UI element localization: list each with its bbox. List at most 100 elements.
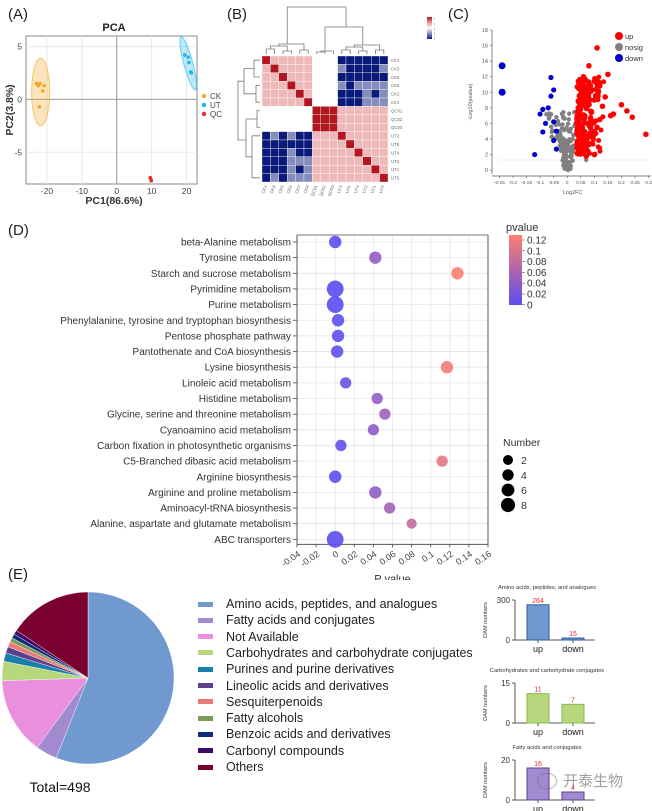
pca-plot-area xyxy=(25,35,198,185)
heatmap-cell xyxy=(354,97,363,107)
heatmap-cell xyxy=(320,139,330,149)
heatmap-cell xyxy=(354,156,363,166)
volcano-legend-marker xyxy=(615,32,623,40)
number-legend-marker xyxy=(501,483,515,497)
pie-legend-item: Not Available xyxy=(198,630,299,644)
bar-category-label: up xyxy=(533,727,543,737)
heatmap-cell xyxy=(379,123,389,132)
heatmap-cell xyxy=(312,148,321,157)
dendrogram-branch xyxy=(320,50,334,54)
pvalue-colorbar-label: 0.1 xyxy=(527,246,541,257)
volcano-xtick-label: -0.1 xyxy=(536,180,545,186)
heatmap-cell xyxy=(312,106,321,115)
heatmap-cell xyxy=(270,165,279,174)
heatmap-cell xyxy=(371,89,380,99)
heatmap-cell xyxy=(337,156,347,166)
volcano-point-up xyxy=(586,63,592,69)
heatmap-cell xyxy=(362,81,372,90)
heatmap-cell xyxy=(362,165,372,174)
kegg-bubble xyxy=(326,280,344,298)
pie-legend-item: Purines and purine derivatives xyxy=(198,662,394,676)
heatmap-cell xyxy=(270,55,279,65)
heatmap-cell xyxy=(345,114,355,124)
bar-category-label: down xyxy=(562,727,584,737)
bar-value-label: 264 xyxy=(532,598,544,605)
volcano-point-up xyxy=(596,74,602,80)
heatmap-cell xyxy=(287,156,296,166)
pca-point-ut xyxy=(189,71,194,75)
bar-value-label: 4 xyxy=(571,785,575,792)
heatmap-cell xyxy=(303,173,313,183)
pca-legend-label: UT xyxy=(210,101,221,110)
volcano-point-up xyxy=(594,91,600,97)
heatmap-cell xyxy=(320,97,330,107)
volcano-legend-label: down xyxy=(625,54,643,63)
volcano-point-up xyxy=(581,82,587,88)
kegg-pathway-label: Alanine, aspartate and glutamate metabol… xyxy=(90,519,291,530)
heatmap-cell xyxy=(329,165,338,174)
volcano-point-down xyxy=(551,137,557,144)
heatmap-colorbar-label: 0.97 xyxy=(434,32,435,36)
volcano-point-up xyxy=(605,71,611,78)
volcano-point-nosig xyxy=(568,126,573,131)
heatmap-cell xyxy=(303,64,313,73)
kegg-bubble xyxy=(379,408,391,420)
bar-ytick-label: 300 xyxy=(497,596,511,605)
volcano-point-up xyxy=(588,108,595,115)
heatmap-cell xyxy=(337,72,347,82)
kegg-bubble xyxy=(369,251,382,264)
volcano-point-up xyxy=(618,101,625,108)
heatmap-cell xyxy=(379,165,389,174)
pie-legend-item: Carbonyl compounds xyxy=(198,744,344,758)
dendrogram xyxy=(237,6,385,179)
volcano-point-up xyxy=(576,100,582,106)
heatmap-cell xyxy=(345,81,355,90)
heatmap-cell xyxy=(295,131,305,141)
pca-legend-label: QC xyxy=(210,110,222,119)
volcano-xtick-label: 0.3 xyxy=(645,180,652,186)
heatmap-cell xyxy=(295,114,305,124)
heatmap-cell xyxy=(295,156,305,166)
heatmap-cell xyxy=(270,81,279,90)
pca-ylabel: PC2(3.8%) xyxy=(4,84,16,135)
heatmap-cell xyxy=(329,106,338,115)
heatmap-cell xyxy=(287,148,296,157)
heatmap-cell xyxy=(329,139,338,149)
kegg-pathway-label: Lysine biosynthesis xyxy=(205,363,291,374)
number-legend-label: 6 xyxy=(521,485,527,497)
heatmap-colorbar-label: 0.98 xyxy=(434,27,435,31)
panel-label-e: (E) xyxy=(8,566,28,583)
bar-chart-title: Carbohydrates and carbohydrate conjugate… xyxy=(490,668,605,674)
pie-legend: Amino acids, peptides, and analogues Fatt… xyxy=(198,597,473,777)
pie-legend-swatch xyxy=(198,699,213,705)
heatmap-cell xyxy=(329,97,338,107)
dendrogram-branch xyxy=(265,48,275,54)
bar-ytick-label: 0 xyxy=(506,719,511,728)
heatmap-cell xyxy=(261,123,271,132)
kegg-pathway-label: Tyrosine metabolism xyxy=(199,253,291,264)
kegg-bubble xyxy=(329,235,342,249)
wechat-icon xyxy=(537,772,557,789)
bar-ytick-label: 0 xyxy=(506,636,511,645)
heatmap-cell xyxy=(320,106,330,115)
heatmap-cell xyxy=(312,156,321,166)
volcano-legend-label: nosig xyxy=(625,43,643,52)
kegg-bubble xyxy=(367,424,380,436)
pca-xtick-label: -20 xyxy=(41,186,54,196)
heatmap-cell xyxy=(354,139,363,149)
kegg-xtick-label: 0.02 xyxy=(339,549,359,567)
heatmap-cell xyxy=(278,173,288,183)
heatmap-row-label: CK3 xyxy=(391,66,400,71)
dendrogram-branch xyxy=(286,6,347,44)
heatmap-cell xyxy=(295,55,305,65)
heatmap-cell xyxy=(270,97,279,107)
heatmap-cell xyxy=(345,139,355,149)
heatmap-col-label: QC03 xyxy=(327,184,336,197)
watermark: 开泰生物 xyxy=(537,770,623,791)
heatmap-cell xyxy=(295,72,305,82)
heatmap-cell xyxy=(354,114,363,124)
kegg-bubble xyxy=(451,267,464,280)
heatmap-cell xyxy=(329,72,338,82)
volcano-point-down xyxy=(553,146,559,152)
heatmap-cell xyxy=(303,139,313,149)
